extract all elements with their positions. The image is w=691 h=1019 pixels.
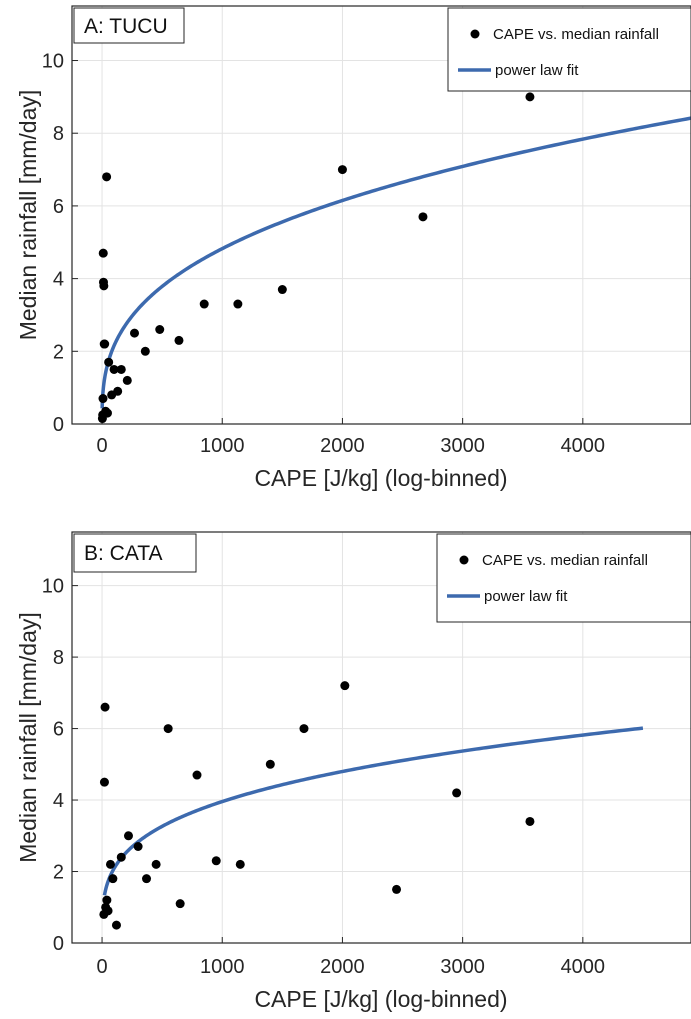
data-point bbox=[102, 172, 112, 182]
data-point bbox=[102, 895, 112, 905]
legend-entry-scatter-a: CAPE vs. median rainfall bbox=[493, 26, 659, 43]
ticks-a: 0 1000 2000 3000 4000 0 2 4 6 8 10 bbox=[42, 51, 605, 457]
x-axis-label-b: CAPE [J/kg] (log-binned) bbox=[254, 986, 507, 1012]
legend-box-a bbox=[447, 7, 691, 92]
x-tick-label: 0 bbox=[96, 956, 107, 978]
legend-marker-icon-a bbox=[470, 29, 480, 39]
panel-label-a: A: TUCU bbox=[84, 15, 168, 38]
data-point bbox=[299, 724, 309, 734]
y-tick-label: 2 bbox=[53, 862, 64, 884]
data-point bbox=[105, 859, 115, 869]
y-tick-label: 0 bbox=[53, 414, 64, 436]
data-point bbox=[525, 816, 535, 826]
data-point bbox=[418, 212, 428, 222]
data-point bbox=[99, 281, 109, 291]
y-tick-label: 0 bbox=[53, 933, 64, 955]
data-point bbox=[337, 165, 347, 175]
axes-frame-a bbox=[71, 5, 691, 425]
data-point bbox=[211, 856, 221, 866]
y-tick-label: 2 bbox=[53, 341, 64, 363]
y-tick-label: 4 bbox=[53, 269, 64, 291]
x-tick-label: 2000 bbox=[320, 435, 365, 457]
data-point bbox=[100, 702, 110, 712]
x-axis-label-a: CAPE [J/kg] (log-binned) bbox=[254, 465, 507, 491]
scatter-points-a bbox=[97, 92, 535, 424]
x-tick-label: 1000 bbox=[200, 435, 245, 457]
y-axis-label-b: Median rainfall [mm/day] bbox=[15, 612, 41, 863]
data-point bbox=[277, 285, 287, 295]
legend-entry-fit-a: power law fit bbox=[495, 62, 579, 79]
data-point bbox=[340, 681, 350, 691]
data-point bbox=[123, 831, 133, 841]
data-point bbox=[163, 724, 173, 734]
legend-a: CAPE vs. median rainfall power law fit bbox=[447, 7, 691, 92]
data-point bbox=[113, 386, 123, 396]
data-point bbox=[235, 859, 245, 869]
data-point bbox=[174, 335, 184, 345]
panel-b: 0 1000 2000 3000 4000 0 2 4 6 8 10 B: CATA CAPE vs… bbox=[15, 531, 691, 1012]
y-axis-label-a: Median rainfall [mm/day] bbox=[15, 90, 41, 341]
y-tick-label: 10 bbox=[42, 51, 64, 73]
power-law-fit-line-b bbox=[102, 726, 644, 896]
panel-label-rect-a bbox=[73, 7, 185, 44]
y-tick-label: 10 bbox=[42, 576, 64, 598]
data-point bbox=[233, 299, 243, 309]
legend-entry-fit-b: power law fit bbox=[484, 588, 568, 605]
data-point bbox=[525, 92, 535, 102]
panel-label-rect-b bbox=[73, 533, 197, 573]
scatter-points-b bbox=[99, 681, 535, 930]
data-point bbox=[265, 759, 275, 769]
x-tick-label: 2000 bbox=[320, 956, 365, 978]
y-tick-label: 6 bbox=[53, 196, 64, 218]
ticks-b: 0 1000 2000 3000 4000 0 2 4 6 8 10 bbox=[42, 576, 605, 978]
x-tick-label: 4000 bbox=[561, 956, 606, 978]
power-law-fit-line-a bbox=[100, 116, 691, 409]
legend-marker-icon-b bbox=[459, 555, 469, 565]
data-point bbox=[104, 357, 114, 367]
data-point bbox=[98, 248, 108, 258]
data-point bbox=[133, 842, 143, 852]
x-tick-label: 0 bbox=[96, 435, 107, 457]
y-tick-label: 6 bbox=[53, 719, 64, 741]
data-point bbox=[108, 874, 118, 884]
data-point bbox=[452, 788, 462, 798]
data-point bbox=[155, 324, 165, 334]
data-point bbox=[103, 906, 113, 916]
y-tick-label: 8 bbox=[53, 647, 64, 669]
x-tick-label: 4000 bbox=[561, 435, 606, 457]
data-point bbox=[199, 299, 209, 309]
data-point bbox=[130, 328, 140, 338]
data-point bbox=[142, 874, 152, 884]
panel-label-b: B: CATA bbox=[84, 542, 163, 565]
legend-b: CAPE vs. median rainfall power law fit bbox=[436, 533, 691, 623]
x-tick-label: 1000 bbox=[200, 956, 245, 978]
data-point bbox=[109, 364, 119, 374]
data-point bbox=[111, 920, 121, 930]
data-point bbox=[116, 852, 126, 862]
legend-box-b bbox=[436, 533, 691, 623]
panel-label-box-b: B: CATA bbox=[73, 533, 197, 573]
data-point bbox=[122, 375, 132, 385]
axes-frame-b bbox=[71, 531, 691, 944]
data-point bbox=[151, 859, 161, 869]
data-point bbox=[140, 346, 150, 356]
data-point bbox=[192, 770, 202, 780]
x-tick-label: 3000 bbox=[440, 956, 485, 978]
data-point bbox=[116, 364, 126, 374]
data-point bbox=[175, 899, 185, 909]
data-point bbox=[98, 394, 108, 404]
data-point bbox=[99, 777, 109, 787]
x-tick-label: 3000 bbox=[440, 435, 485, 457]
data-point bbox=[392, 884, 402, 894]
data-point bbox=[102, 408, 112, 418]
panel-a: 0 1000 2000 3000 4000 0 2 4 6 8 10 A: TUCU CAPE vs… bbox=[15, 5, 691, 491]
y-tick-label: 8 bbox=[53, 123, 64, 145]
data-point bbox=[100, 339, 110, 349]
panel-label-box-a: A: TUCU bbox=[73, 7, 185, 44]
legend-entry-scatter-b: CAPE vs. median rainfall bbox=[482, 552, 648, 569]
y-tick-label: 4 bbox=[53, 790, 64, 812]
